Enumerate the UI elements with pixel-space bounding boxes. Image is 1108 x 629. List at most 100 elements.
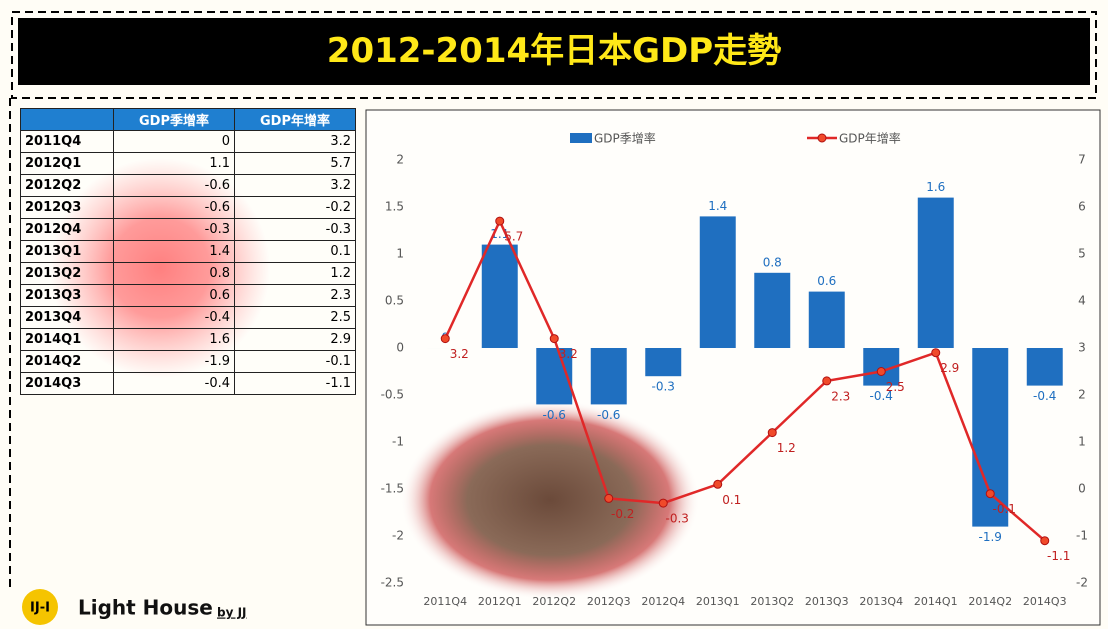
cell: 0.6 bbox=[113, 284, 235, 307]
x-tick-label: 2013Q3 bbox=[805, 595, 849, 608]
line-label: 5.7 bbox=[504, 230, 523, 244]
legend-swatch bbox=[570, 133, 592, 143]
table-row: 2013Q1 1.4 0.1 bbox=[20, 240, 356, 263]
row-label: 2013Q4 bbox=[20, 306, 114, 329]
logo-circle bbox=[22, 589, 58, 625]
col-header: GDP年增率 bbox=[234, 108, 356, 131]
cell: -0.1 bbox=[234, 350, 356, 373]
bar bbox=[645, 348, 682, 377]
line-point bbox=[985, 489, 995, 499]
line bbox=[444, 218, 1046, 542]
bar bbox=[590, 348, 627, 405]
cell: 1.1 bbox=[113, 152, 235, 175]
row-label: 2014Q1 bbox=[20, 328, 114, 351]
row-label: 2012Q3 bbox=[20, 196, 114, 219]
brand: Light House bbox=[78, 596, 213, 620]
brand-by: by JJ bbox=[217, 606, 247, 620]
line-label: -0.3 bbox=[666, 512, 689, 526]
bar bbox=[481, 244, 518, 348]
cell: 0 bbox=[113, 130, 235, 153]
table-row: 2013Q2 0.8 1.2 bbox=[20, 262, 356, 285]
bar-label: -0.3 bbox=[652, 380, 675, 394]
cell: 0.1 bbox=[234, 240, 356, 263]
cell: 2.9 bbox=[234, 328, 356, 351]
table-row: 2012Q3 -0.6 -0.2 bbox=[20, 196, 356, 219]
line-point bbox=[549, 334, 559, 344]
cell: -0.6 bbox=[113, 174, 235, 197]
bar bbox=[917, 197, 954, 348]
cell: -0.3 bbox=[234, 218, 356, 241]
cell: -0.4 bbox=[113, 306, 235, 329]
data-table: GDP季增率 GDP年增率 2011Q4 0 3.2 2012Q1 1.1 5.7 2012Q… bbox=[20, 108, 356, 395]
y2-tick-label: 7 bbox=[1078, 153, 1086, 167]
line-point bbox=[604, 493, 614, 503]
bar-label: 0.6 bbox=[817, 274, 836, 288]
table-row: 2011Q4 0 3.2 bbox=[20, 130, 356, 153]
x-tick-label: 2012Q3 bbox=[587, 595, 631, 608]
line-point bbox=[931, 348, 941, 358]
table-row: 2012Q2 -0.6 3.2 bbox=[20, 174, 356, 197]
cell: 1.6 bbox=[113, 328, 235, 351]
x-tick-label: 2014Q1 bbox=[914, 595, 958, 608]
y2-tick-label: 5 bbox=[1078, 247, 1086, 261]
line-label: 2.3 bbox=[831, 389, 850, 403]
title: 2012-2014年日本GDP走勢 bbox=[18, 18, 1090, 85]
cell: 5.7 bbox=[234, 152, 356, 175]
row-label: 2014Q2 bbox=[20, 350, 114, 373]
table-row: 2012Q1 1.1 5.7 bbox=[20, 152, 356, 175]
x-tick-label: 2012Q1 bbox=[478, 595, 522, 608]
x-tick-label: 2013Q2 bbox=[750, 595, 794, 608]
row-label: 2014Q3 bbox=[20, 372, 114, 395]
line-label: -0.2 bbox=[611, 507, 634, 521]
cell: 1.4 bbox=[113, 240, 235, 263]
y-tick-label: 0 bbox=[396, 341, 404, 355]
table-row: 2013Q3 0.6 2.3 bbox=[20, 284, 356, 307]
cell: 3.2 bbox=[234, 130, 356, 153]
bar-label: -1.9 bbox=[979, 530, 1002, 544]
cell: -0.6 bbox=[113, 196, 235, 219]
y2-tick-label: 2 bbox=[1078, 388, 1086, 402]
legend-label: GDP季增率 bbox=[594, 131, 656, 146]
bar bbox=[808, 291, 845, 348]
bar-label: 1.4 bbox=[708, 199, 727, 213]
cell: 3.2 bbox=[234, 174, 356, 197]
x-tick-label: 2012Q4 bbox=[641, 595, 685, 608]
cell: 2.3 bbox=[234, 284, 356, 307]
y-tick-label: -2.5 bbox=[381, 576, 404, 590]
photo bbox=[400, 400, 700, 600]
line-label: 0.1 bbox=[722, 493, 741, 507]
row-label: 2013Q1 bbox=[20, 240, 114, 263]
cell: -1.1 bbox=[234, 372, 356, 395]
line-point bbox=[658, 498, 668, 508]
col-header: GDP季增率 bbox=[113, 108, 235, 131]
cell: 0.8 bbox=[113, 262, 235, 285]
y2-tick-label: 0 bbox=[1078, 482, 1086, 496]
bar bbox=[754, 272, 791, 348]
bar-label: -0.6 bbox=[543, 408, 566, 422]
y-tick-label: -2 bbox=[392, 529, 404, 543]
cell: 1.2 bbox=[234, 262, 356, 285]
table-row: 2013Q4 -0.4 2.5 bbox=[20, 306, 356, 329]
line-label: 1.2 bbox=[777, 441, 796, 455]
legend-label: GDP年增率 bbox=[839, 131, 901, 146]
row-label: 2012Q1 bbox=[20, 152, 114, 175]
x-tick-label: 2013Q4 bbox=[859, 595, 903, 608]
line-label: 2.9 bbox=[940, 361, 959, 375]
legend-swatch bbox=[817, 133, 827, 143]
row-label: 2012Q4 bbox=[20, 218, 114, 241]
bar-label: -0.4 bbox=[1033, 389, 1056, 403]
cell: -0.3 bbox=[113, 218, 235, 241]
cell: 2.5 bbox=[234, 306, 356, 329]
cell: -0.2 bbox=[234, 196, 356, 219]
y2-tick-label: 1 bbox=[1078, 435, 1086, 449]
row-label: 2011Q4 bbox=[20, 130, 114, 153]
x-tick-label: 2014Q3 bbox=[1023, 595, 1067, 608]
y-tick-label: 0.5 bbox=[385, 294, 404, 308]
bar bbox=[699, 216, 736, 348]
y2-tick-label: 4 bbox=[1078, 294, 1086, 308]
bar-label: 0.8 bbox=[763, 255, 782, 269]
line-label: -0.1 bbox=[993, 502, 1016, 516]
line-point bbox=[713, 479, 723, 489]
y-tick-label: 2 bbox=[396, 153, 404, 167]
